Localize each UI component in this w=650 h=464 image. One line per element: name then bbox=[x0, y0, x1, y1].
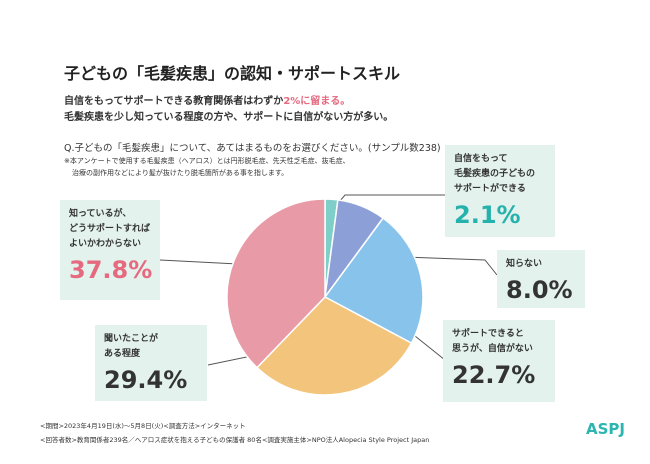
footer: <回答者数>教育関係者239名／ヘアロス症状を抱える子どもの保護者 80名<調査… bbox=[40, 436, 430, 444]
note: ※本アンケートで使用する毛髪疾患（ヘアロス）とは円形脱毛症、先天性乏毛症、抜毛症… bbox=[64, 157, 350, 165]
callout-box: サポートできると 思うが、自信がない 22.7% bbox=[443, 320, 555, 402]
subtitle: 自信をもってサポートできる教育関係者はわずか2%に留まる。 bbox=[64, 92, 350, 107]
pie-slice bbox=[255, 296, 413, 396]
callout-box: 知らない 8.0% bbox=[497, 250, 585, 308]
value-label: 2.1% bbox=[454, 201, 521, 229]
value-label: 22.7% bbox=[452, 361, 536, 389]
category-label: 知っているが、 どうサポートすれば よいかわからない bbox=[69, 209, 151, 249]
category-label: 自信をもって 毛髪疾患の子どもの サポートができる bbox=[454, 154, 536, 194]
category-label: サポートできると 思うが、自信がない bbox=[452, 329, 533, 354]
value-label: 29.4% bbox=[104, 366, 188, 394]
subtitle-highlight: 2%に留まる。 bbox=[283, 96, 351, 107]
question: Q.子どもの「毛髪疾患」について、あてはまるものをお選びください。(サンプル数2… bbox=[64, 143, 441, 154]
pie-slice bbox=[226, 198, 326, 369]
callout-box: 知っているが、 どうサポートすれば よいかわからない 37.8% bbox=[60, 200, 160, 300]
subtitle-text: 自信をもってサポートできる教育関係者はわずか bbox=[64, 96, 284, 107]
footer: <期間>2023年4月19日(水)〜5月8日(火)<調査方法>インターネット bbox=[40, 422, 246, 430]
pie-slice bbox=[323, 217, 424, 345]
category-label: 知らない bbox=[506, 259, 543, 269]
callout-box: 自信をもって 毛髪疾患の子どもの サポートができる 2.1% bbox=[445, 145, 555, 237]
value-label: 37.8% bbox=[69, 256, 153, 284]
category-label: 聞いたことが ある程度 bbox=[104, 334, 159, 359]
note: 治療の副作用などにより髪が抜けたり脱毛箇所がある事を指します。 bbox=[72, 169, 289, 177]
pie bbox=[226, 198, 424, 396]
value-label: 8.0% bbox=[506, 276, 573, 304]
logo: ASPJ bbox=[586, 420, 625, 438]
callout-box: 聞いたことが ある程度 29.4% bbox=[95, 325, 207, 401]
subtitle: 毛髪疾患を少し知っている程度の方や、サポートに自信がない方が多い。 bbox=[64, 112, 394, 123]
title: 子どもの「毛髪疾患」の認知・サポートスキル bbox=[64, 64, 401, 83]
